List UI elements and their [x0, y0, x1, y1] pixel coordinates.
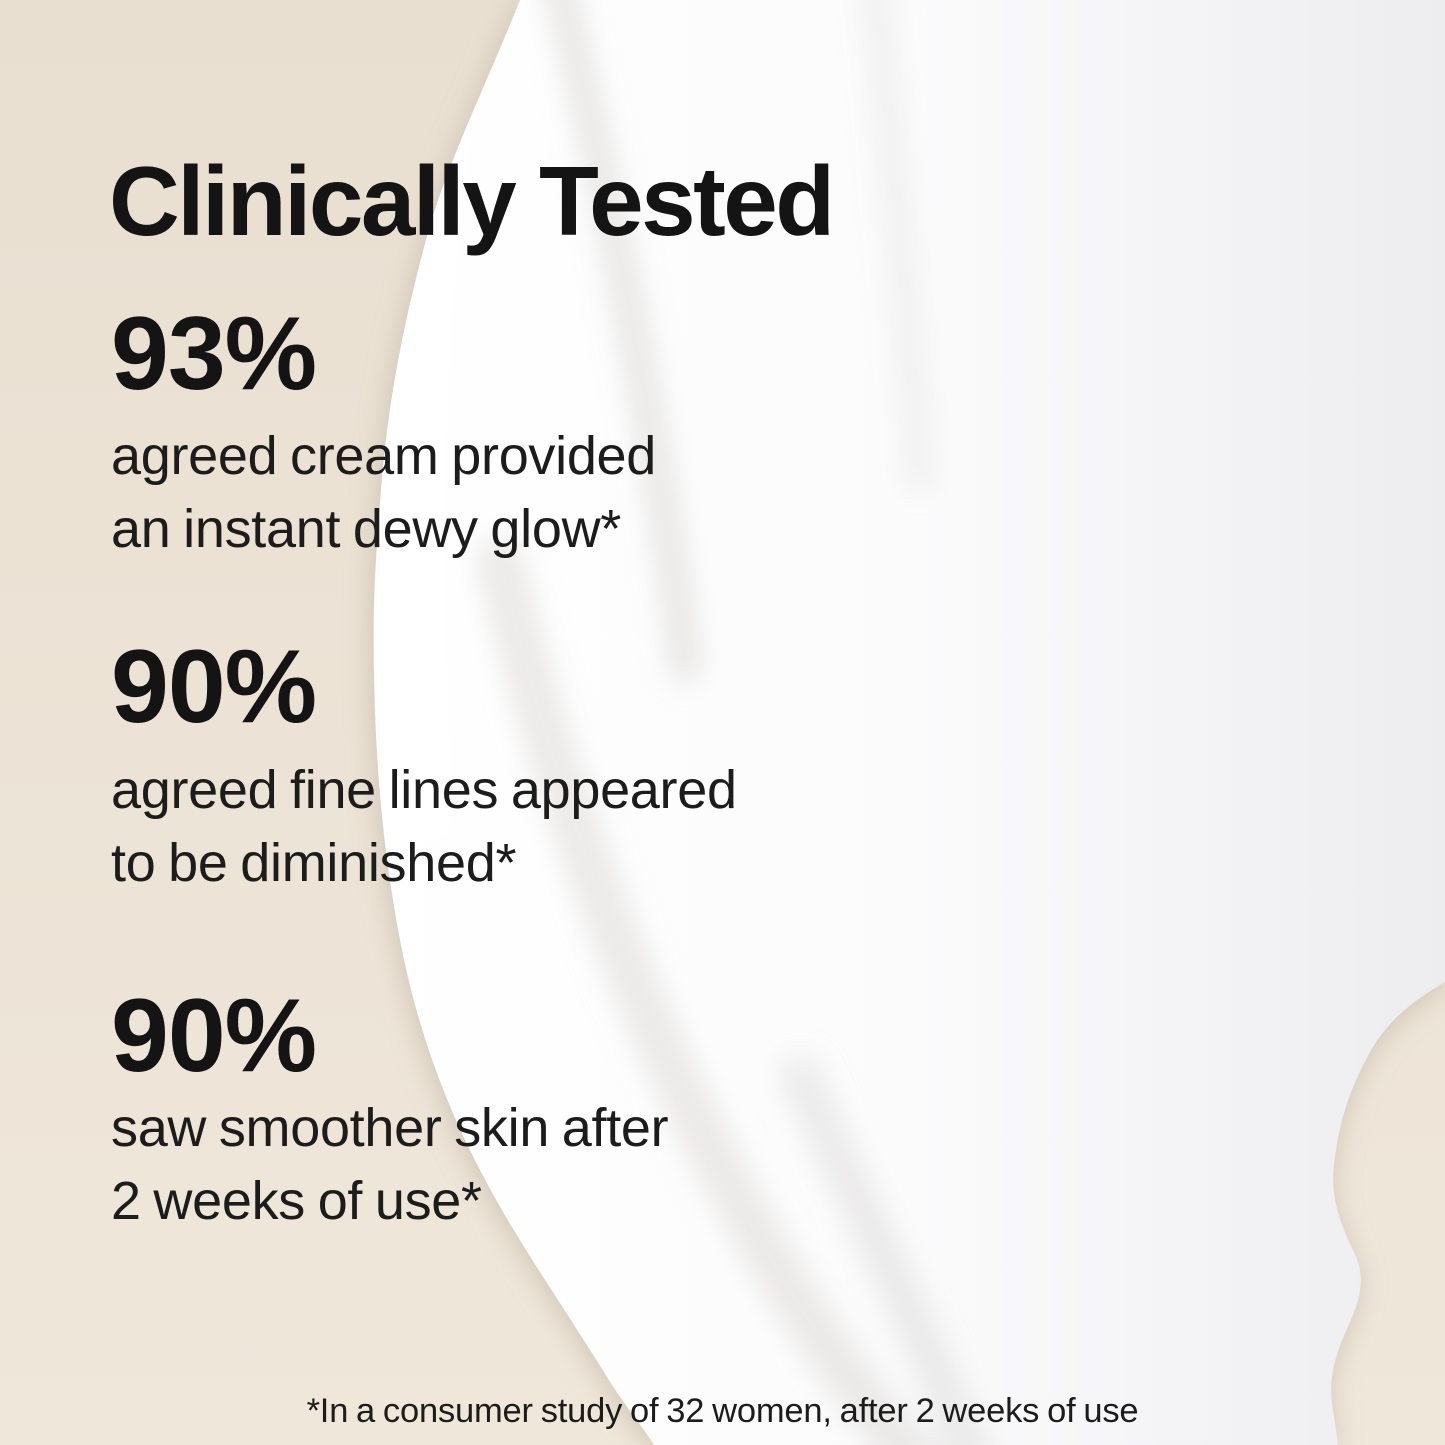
stat-value-3: 90% — [111, 978, 317, 1094]
stat-value-2: 90% — [111, 629, 317, 745]
footnote: *In a consumer study of 32 women, after … — [306, 1392, 1139, 1430]
stat-description-line: agreed cream provided — [111, 426, 657, 486]
stat-description-line: an instant dewy glow* — [111, 499, 622, 559]
stat-description-line: saw smoother skin after — [111, 1098, 669, 1158]
stat-description-1: agreed cream provided an instant dewy gl… — [111, 420, 656, 566]
stat-description-2: agreed fine lines appeared to be diminis… — [111, 754, 737, 900]
stat-description-3: saw smoother skin after 2 weeks of use* — [111, 1092, 669, 1238]
stat-value-1: 93% — [111, 296, 317, 412]
stat-description-line: 2 weeks of use* — [111, 1171, 482, 1231]
page-title: Clinically Tested — [109, 145, 835, 256]
stat-description-line: agreed fine lines appeared — [111, 760, 737, 820]
stat-description-line: to be diminished* — [111, 833, 517, 893]
cream-fold-shading — [394, 0, 991, 1445]
